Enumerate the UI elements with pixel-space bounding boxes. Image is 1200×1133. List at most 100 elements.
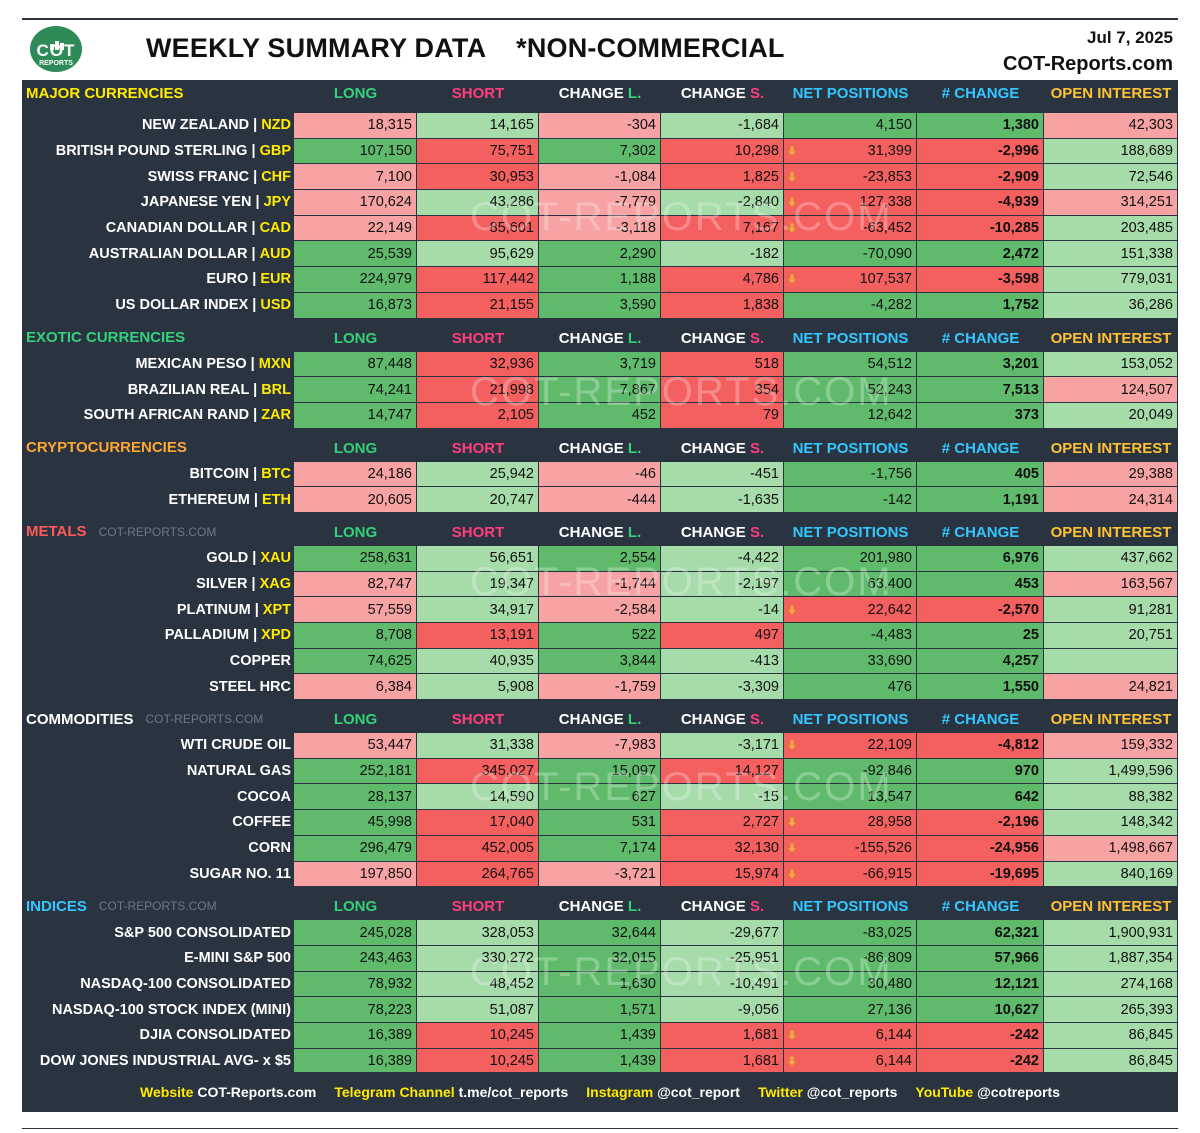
net-position-value: -155,526	[784, 835, 917, 862]
open-interest-value: 314,251	[1044, 190, 1178, 216]
net-position-number: 54,512	[867, 355, 912, 372]
instrument-name: SUGAR NO. 11	[22, 861, 294, 888]
net-position-number: -4,483	[870, 627, 912, 644]
section-title: COMMODITIES COT-REPORTS.COM	[22, 710, 294, 729]
col-net-positions: NET POSITIONS	[784, 439, 917, 457]
header-change-prefix: CHANGE	[680, 898, 750, 916]
instrument-name: E-MINI S&P 500	[22, 945, 294, 972]
net-position-value: -1,756	[784, 461, 917, 488]
footer-link[interactable]: Telegram Channel t.me/cot_reports	[334, 1084, 568, 1100]
table-row: STEEL HRC 6,384 5,908 -1,759 -3,309 476 1,550 2…	[22, 674, 1178, 701]
header-change-l-suffix: L.	[627, 523, 642, 541]
net-change-value: 62,321	[917, 920, 1044, 946]
header-change-s-suffix: S.	[749, 85, 765, 102]
footer-link[interactable]: Website COT-Reports.com	[140, 1084, 316, 1100]
open-interest-value: 163,567	[1044, 571, 1178, 598]
col-net-positions: NET POSITIONS	[784, 85, 917, 102]
instrument-symbol: CHF	[261, 168, 291, 185]
arrow-up-icon	[785, 790, 799, 803]
header-change-s-suffix: S.	[749, 439, 765, 457]
report-date: Jul 7, 2025	[1086, 28, 1173, 47]
net-position-number: -66,915	[862, 865, 912, 882]
open-interest-value: 1,900,931	[1044, 920, 1178, 946]
change-short-value: -1,684	[661, 113, 784, 139]
net-change-value: -19,695	[917, 861, 1044, 888]
instrument-symbol: NZD	[261, 117, 291, 134]
footer-link-label: Twitter	[757, 1084, 807, 1100]
header-long: LONG	[333, 523, 378, 541]
net-position-number: 30,480	[867, 975, 912, 992]
change-long-value: -304	[539, 113, 661, 139]
open-interest-value: 1,498,667	[1044, 835, 1178, 862]
header-change-s-suffix: S.	[749, 711, 765, 729]
col-change-long: CHANGE L.	[539, 85, 661, 102]
table-row: SILVER | XAG 82,747 19,347 -1,744 -2,197 63,4…	[22, 571, 1178, 598]
table-row: COCOA 28,137 14,590 627 -15 13,547 642 88,382	[22, 784, 1178, 811]
short-value: 20,747	[417, 487, 539, 513]
section-title-text: MAJOR CURRENCIES	[26, 84, 184, 102]
arrow-up-icon	[785, 467, 799, 480]
open-interest-value: 1,887,354	[1044, 945, 1178, 972]
net-position-value: -86,809	[784, 945, 917, 972]
arrow-up-icon	[785, 409, 799, 421]
open-interest-value: 188,689	[1044, 138, 1178, 165]
change-long-value: -3,721	[539, 861, 661, 888]
footer-link[interactable]: Instagram @cot_report	[586, 1084, 740, 1100]
table-row: DOW JONES INDUSTRIAL AVG- x $5 16,389 10,2…	[22, 1048, 1178, 1075]
instrument-name: AUSTRALIAN DOLLAR | AUD	[22, 241, 294, 268]
instrument-label: JAPANESE YEN |	[140, 194, 264, 211]
header-change-prefix: CHANGE	[558, 711, 628, 729]
table-row: PALLADIUM | XPD 8,708 13,191 522 497 -4,483 25…	[22, 623, 1178, 649]
short-value: 56,651	[417, 545, 539, 572]
short-value: 19,347	[417, 571, 539, 598]
instrument-symbol: ETH	[262, 491, 291, 508]
long-value: 16,873	[294, 292, 417, 319]
col-long: LONG	[294, 329, 417, 347]
net-position-number: -83,025	[862, 924, 912, 941]
footer-link[interactable]: YouTube @cotreports	[915, 1084, 1060, 1100]
long-value: 20,605	[294, 487, 417, 513]
col-short: SHORT	[417, 439, 539, 457]
logo-subtext: REPORTS	[39, 60, 73, 67]
change-long-value: 531	[539, 810, 661, 836]
open-interest-value: 779,031	[1044, 267, 1178, 293]
net-position-value: -4,483	[784, 623, 917, 649]
site-name: COT-Reports.com	[1002, 53, 1173, 75]
section-header-row: CRYPTOCURRENCIES LONG SHORT CHANGE L. CHANGE…	[22, 435, 1178, 462]
header-short: SHORT	[451, 523, 505, 541]
change-short-value: -4,422	[661, 545, 784, 572]
net-change-value: 25	[917, 623, 1044, 649]
instrument-symbol: USD	[260, 297, 291, 314]
table-row: BITCOIN | BTC 24,186 25,942 -46 -451 -1,756 40…	[22, 461, 1178, 488]
change-short-value: 4,786	[661, 267, 784, 293]
table-row: CORN 296,479 452,005 7,174 32,130 -155,526 -24…	[22, 835, 1178, 862]
short-value: 5,908	[417, 674, 539, 701]
instrument-label: SILVER |	[196, 575, 260, 592]
instrument-label: DJIA CONSOLIDATED	[139, 1027, 291, 1044]
change-long-value: -46	[539, 461, 661, 488]
open-interest-value: 24,314	[1044, 487, 1178, 513]
change-long-value: 7,174	[539, 835, 661, 862]
table-row: CANADIAN DOLLAR | CAD 22,149 85,601 -3,118 7…	[22, 215, 1178, 242]
long-value: 107,150	[294, 138, 417, 165]
arrow-up-icon	[785, 926, 799, 939]
arrow-up-icon	[785, 629, 799, 641]
short-value: 117,442	[417, 267, 539, 293]
header-long: LONG	[333, 329, 378, 347]
long-value: 7,100	[294, 164, 417, 191]
net-change-value: 10,627	[917, 997, 1044, 1023]
instrument-label: AUSTRALIAN DOLLAR |	[88, 245, 260, 262]
footer-link[interactable]: Twitter @cot_reports	[758, 1084, 897, 1100]
long-value: 78,932	[294, 971, 417, 998]
col-change-long: CHANGE L.	[539, 439, 661, 457]
net-position-value: -23,853	[784, 164, 917, 191]
long-value: 74,241	[294, 377, 417, 403]
instrument-name: NEW ZEALAND | NZD	[22, 113, 294, 139]
change-short-value: -10,491	[661, 971, 784, 998]
net-position-value: -70,090	[784, 241, 917, 268]
long-value: 197,850	[294, 861, 417, 888]
header-change-prefix: CHANGE	[680, 85, 750, 102]
net-change-value: 1,550	[917, 674, 1044, 701]
net-change-value: 405	[917, 461, 1044, 488]
net-change-value: 3,201	[917, 351, 1044, 378]
